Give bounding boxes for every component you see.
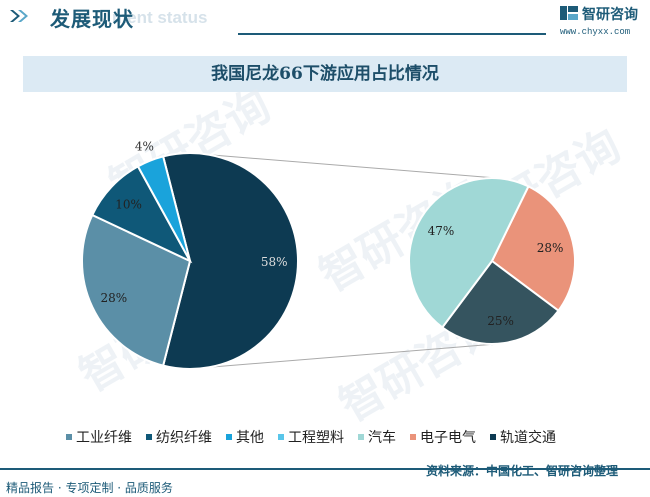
- legend-swatch: [226, 434, 232, 440]
- chart-title: 我国尼龙66下游应用占比情况: [211, 64, 439, 84]
- brand-name: 智研咨询: [582, 7, 638, 23]
- legend-swatch: [358, 434, 364, 440]
- brand-url: www.chyxx.com: [560, 27, 631, 37]
- pie-slice: [136, 155, 191, 262]
- connector-line-top: [199, 153, 497, 179]
- legend-swatch: [490, 434, 496, 440]
- data-label: 25%: [487, 314, 514, 328]
- footer-divider: [0, 468, 650, 470]
- legend-label: 纺织纤维: [156, 430, 212, 446]
- pie-slice: [81, 213, 192, 367]
- legend-label: 工业纤维: [76, 430, 132, 446]
- legend-item: 工业纤维: [66, 427, 132, 447]
- pie-slice: [408, 177, 530, 329]
- pie-slice: [440, 259, 560, 345]
- legend-item: 纺织纤维: [146, 427, 212, 447]
- footer-tagline: 精品报告 · 专项定制 · 品质服务: [6, 481, 173, 495]
- connector-line-bottom: [199, 343, 497, 369]
- brand: 智研咨询: [560, 4, 644, 23]
- legend-item: 工程塑料: [278, 427, 344, 447]
- data-label: 28%: [537, 241, 564, 255]
- data-label: 10%: [115, 197, 142, 211]
- header-divider: [238, 33, 546, 35]
- legend-item: 轨道交通: [490, 427, 556, 447]
- legend-swatch: [278, 434, 284, 440]
- page-title: 发展现状: [50, 7, 134, 31]
- data-label: 28%: [100, 291, 127, 305]
- chart-title-bar: 我国尼龙66下游应用占比情况: [23, 56, 627, 92]
- legend-label: 轨道交通: [500, 430, 556, 446]
- legend-item: 电子电气: [410, 427, 476, 447]
- legend-label: 工程塑料: [288, 430, 344, 446]
- data-source: 资料来源：中国化工、智研咨询整理: [426, 464, 619, 478]
- legend-label: 其他: [236, 430, 264, 446]
- legend-swatch: [146, 434, 152, 440]
- legend-swatch: [410, 434, 416, 440]
- pie-slice: [161, 152, 299, 370]
- legend-label: 汽车: [368, 430, 396, 446]
- pie-slice: [490, 185, 576, 313]
- header-subtitle: ment status: [112, 8, 208, 27]
- header-chevron-icon: [10, 10, 28, 22]
- legend-item: 其他: [226, 427, 264, 447]
- data-label: 58%: [261, 255, 288, 269]
- data-label: 4%: [135, 140, 154, 154]
- chart-legend: 工业纤维 纺织纤维 其他 工程塑料 汽车 电子电气 轨道交通: [66, 428, 570, 446]
- legend-item: 汽车: [358, 427, 396, 447]
- legend-swatch: [66, 434, 72, 440]
- data-label: 47%: [428, 224, 455, 238]
- legend-label: 电子电气: [420, 430, 476, 446]
- brand-logo-icon: [560, 6, 578, 20]
